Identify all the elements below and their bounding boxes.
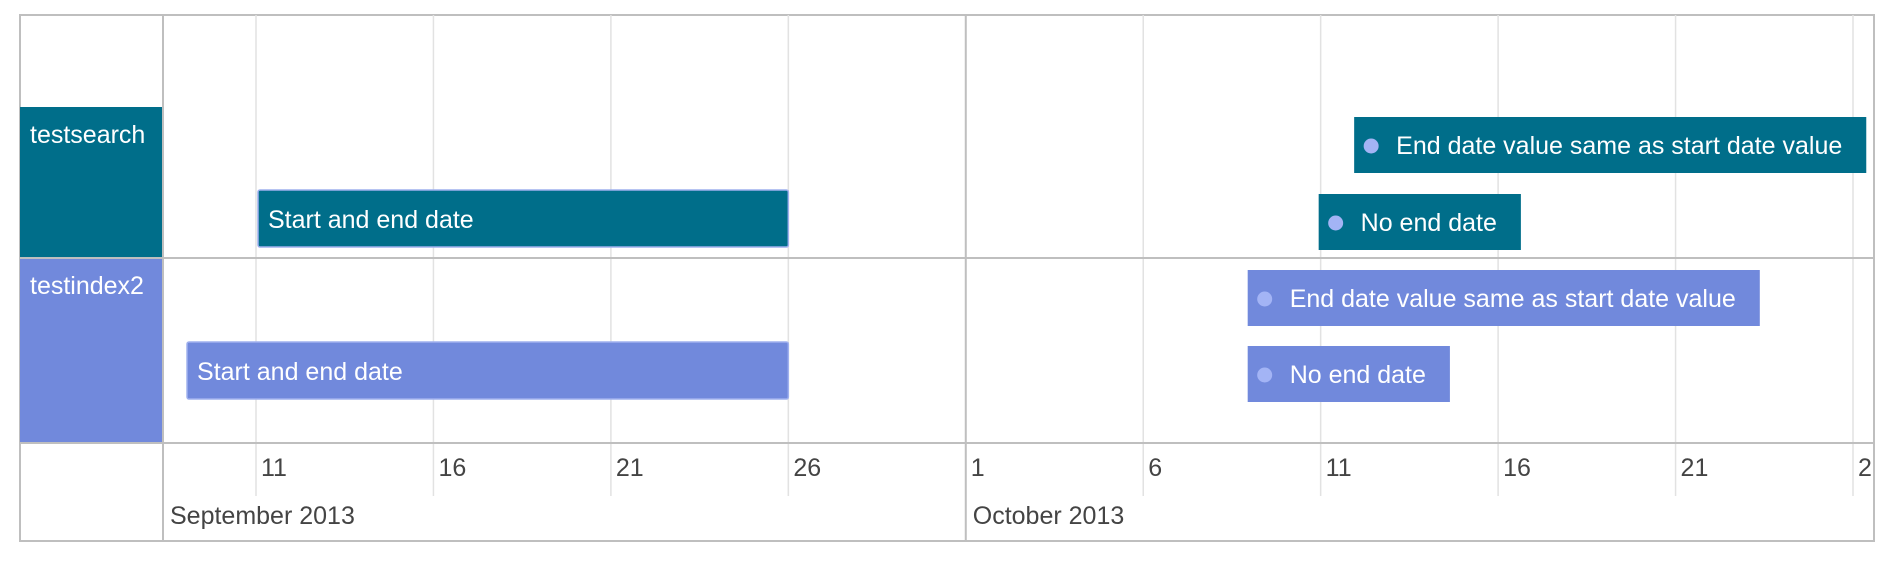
tick-label: 16 <box>438 454 466 482</box>
point-item-box[interactable] <box>1318 194 1521 250</box>
point-item-label: No end date <box>1290 361 1426 389</box>
group-label-cell <box>20 107 163 258</box>
tick-label: 11 <box>261 454 287 482</box>
tick-label: 21 <box>1681 454 1709 482</box>
tick-label: 26 <box>793 454 821 482</box>
tick-label: 21 <box>616 454 644 482</box>
tick-label: 6 <box>1148 454 1162 482</box>
tick-label: 11 <box>1326 454 1352 482</box>
point-item-label: End date value same as start date value <box>1396 132 1842 160</box>
point-item-label: End date value same as start date value <box>1290 285 1736 313</box>
month-label: October 2013 <box>973 502 1125 530</box>
month-label: September 2013 <box>170 502 355 530</box>
range-item-bar[interactable] <box>257 189 790 248</box>
tick-label: 2 <box>1858 454 1872 482</box>
point-item-dot <box>1328 215 1344 231</box>
group-label: testsearch <box>30 121 145 149</box>
group-label-cell <box>20 258 163 443</box>
point-item-dot <box>1363 138 1379 154</box>
point-item-label: No end date <box>1361 209 1497 237</box>
point-item-box[interactable] <box>1247 346 1450 402</box>
point-item-box[interactable] <box>1354 117 1867 173</box>
range-item-bar[interactable] <box>186 341 790 400</box>
point-item-dot <box>1257 291 1273 307</box>
tick-label: 16 <box>1503 454 1531 482</box>
point-item-box[interactable] <box>1247 270 1760 326</box>
range-item-label: Start and end date <box>197 358 403 386</box>
range-item-label: Start and end date <box>268 206 474 234</box>
tick-label: 1 <box>971 454 985 482</box>
group-label: testindex2 <box>30 272 144 300</box>
point-item-dot <box>1257 367 1273 383</box>
